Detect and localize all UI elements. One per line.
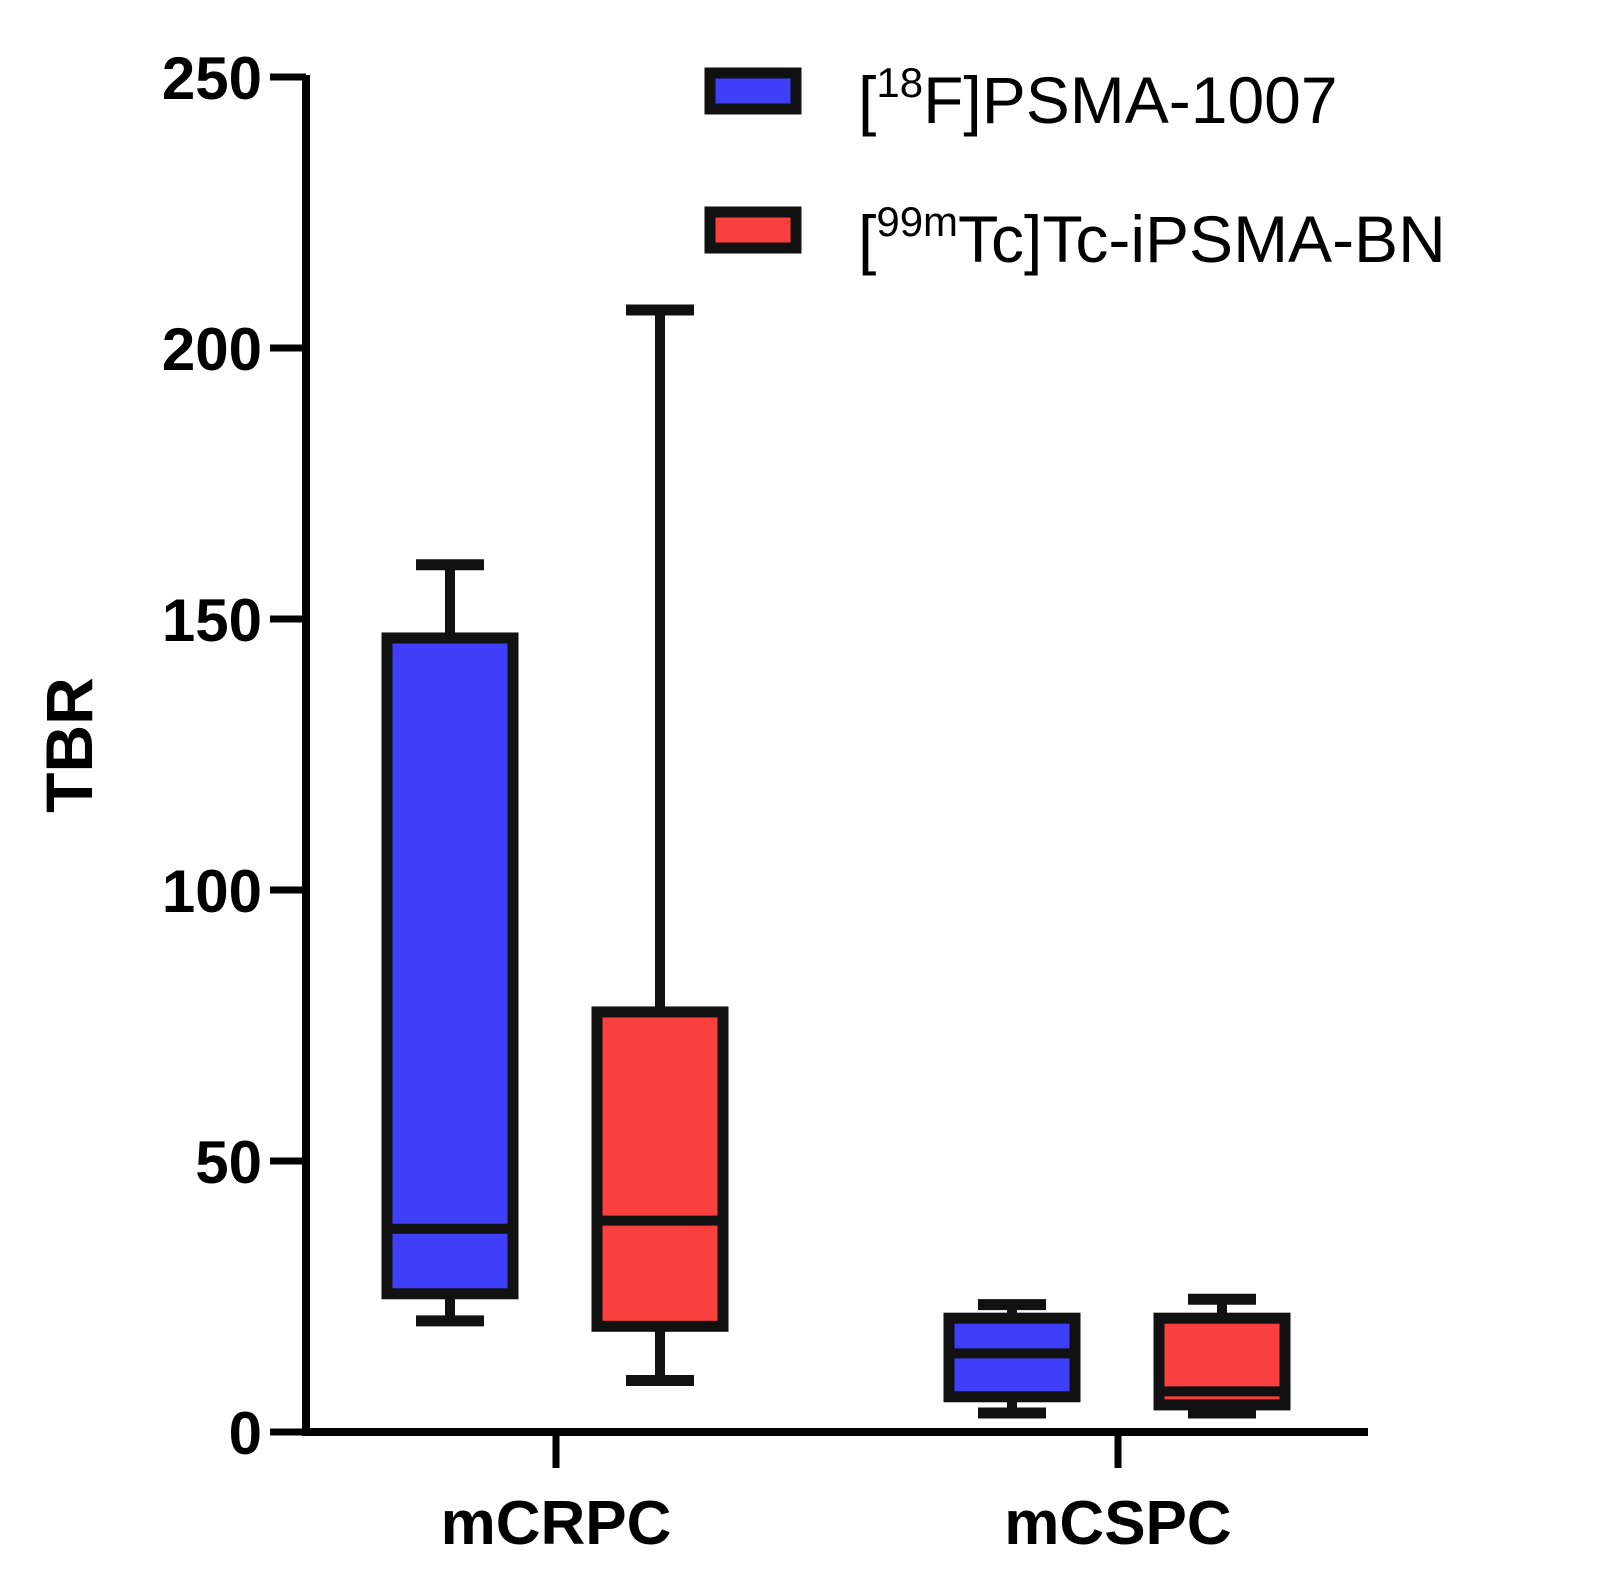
x-tick-label: mCRPC xyxy=(441,1489,672,1558)
y-axis-label: TBR xyxy=(32,677,106,813)
box-mCRPC-series-1 xyxy=(381,559,519,1327)
y-tick-label: 200 xyxy=(162,316,262,383)
legend-label: [18F]PSMA-1007 xyxy=(858,59,1338,137)
plot-area xyxy=(381,304,1291,1419)
y-tick-label: 250 xyxy=(162,45,262,112)
x-tick-label: mCSPC xyxy=(1004,1489,1231,1558)
x-axis: mCRPC mCSPC xyxy=(302,1428,1368,1558)
legend-item-1: [18F]PSMA-1007 xyxy=(704,59,1338,137)
legend-item-2: [99mTc]Tc-iPSMA-BN xyxy=(704,198,1446,276)
legend-swatch xyxy=(704,67,802,115)
box-iqr xyxy=(381,632,519,1300)
y-tick-label: 0 xyxy=(229,1400,262,1467)
legend: [18F]PSMA-1007 [99mTc]Tc-iPSMA-BN xyxy=(704,59,1446,276)
legend-swatch xyxy=(704,206,802,254)
y-tick-label: 150 xyxy=(162,587,262,654)
box-mCSPC-series-1 xyxy=(943,1299,1081,1419)
box-iqr xyxy=(591,1006,729,1332)
y-tick-label: 50 xyxy=(195,1129,262,1196)
box-mCRPC-series-2 xyxy=(591,304,729,1387)
y-axis: 0 50 100 150 200 250 xyxy=(162,45,310,1467)
y-tick-label: 100 xyxy=(162,858,262,925)
box-mCSPC-series-2 xyxy=(1153,1293,1291,1419)
legend-label: [99mTc]Tc-iPSMA-BN xyxy=(858,198,1446,276)
